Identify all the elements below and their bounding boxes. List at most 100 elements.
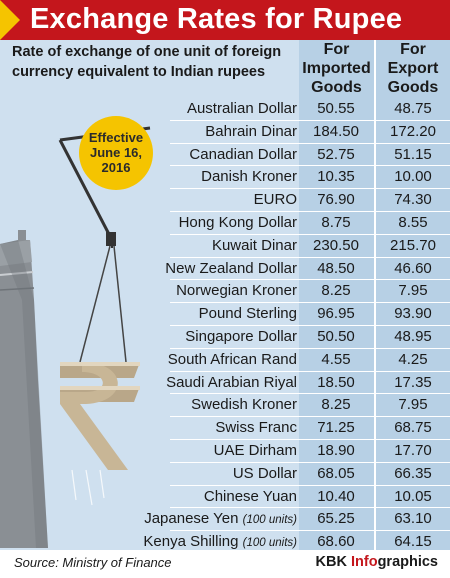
currency-label: Bahrain Dinar: [205, 122, 297, 140]
export-goods-header: For Export Goods: [376, 40, 450, 97]
imported-rate: 230.50: [313, 236, 359, 254]
imported-rate: 10.40: [317, 487, 355, 505]
imported-rate: 18.90: [317, 442, 355, 459]
export-rate: 63.10: [394, 510, 432, 528]
badge-line2: June 16,: [89, 145, 143, 160]
source-note: Source: Ministry of Finance: [14, 555, 172, 570]
imported-rate: 71.25: [317, 419, 355, 437]
row-divider: [170, 302, 450, 304]
currency-unit-note: (100 units): [242, 514, 297, 527]
currency-name: Hong Kong Dollar: [179, 214, 297, 231]
row-divider: [170, 370, 450, 372]
row-divider: [170, 530, 450, 532]
currency-name: EURO: [254, 191, 297, 208]
currency-label: Kenya Shilling: [143, 533, 239, 551]
imported-rate: 50.50: [317, 328, 355, 345]
imported-header-line2: Imported: [302, 60, 371, 77]
row-divider: [170, 461, 450, 463]
effective-date-badge: Effective June 16, 2016: [79, 116, 153, 190]
row-divider: [170, 119, 450, 121]
export-rate: 8.55: [398, 214, 428, 231]
currency-name: New Zealand Dollar: [165, 260, 297, 277]
currency-name: Swedish Kroner: [191, 396, 297, 413]
currency-label: Canadian Dollar: [189, 145, 297, 163]
currency-label: Pound Sterling: [198, 305, 297, 323]
imported-column-bg: [299, 40, 374, 550]
row-divider: [170, 484, 450, 486]
imported-rate: 18.50: [317, 373, 355, 391]
currency-unit-note: (100 units): [242, 537, 297, 550]
currency-label: US Dollar: [232, 464, 297, 482]
row-divider: [170, 233, 450, 235]
export-header-line2: Export: [387, 60, 439, 77]
currency-name: Swiss Franc: [215, 419, 297, 436]
imported-rate: 65.25: [317, 510, 355, 528]
export-rate: 215.70: [390, 236, 436, 254]
currency-name: Japanese Yen (100 units): [144, 510, 297, 527]
currency-label: UAE Dirham: [213, 442, 297, 459]
currency-label: EURO: [253, 191, 297, 209]
currency-name: Bahrain Dinar: [205, 123, 297, 140]
footer: [0, 550, 450, 578]
export-rate: 64.15: [394, 533, 432, 551]
currency-label: Kuwait Dinar: [211, 236, 297, 254]
imported-rate: 50.55: [317, 100, 355, 117]
badge-line1: Effective: [88, 130, 144, 145]
currency-label: Chinese Yuan: [203, 487, 297, 505]
title-bar: Exchange Rates for Rupee: [0, 0, 450, 40]
export-rate: 7.95: [398, 282, 428, 300]
row-divider: [170, 211, 450, 212]
ship-icon: [0, 230, 48, 548]
export-rate: 4.25: [398, 350, 428, 368]
imported-goods-header: For Imported Goods: [299, 40, 374, 97]
currency-name: Danish Kroner: [201, 168, 297, 185]
currency-name: Norwegian Kroner: [176, 282, 297, 299]
credit-line: KBK Infographics: [316, 554, 438, 570]
currency-label: Hong Kong Dollar: [178, 214, 297, 231]
currency-label: South African Rand: [167, 350, 297, 368]
credit-prefix: KBK: [315, 554, 351, 570]
export-rate: 66.35: [394, 464, 432, 482]
export-rate: 172.20: [390, 122, 436, 140]
export-rate: 74.30: [394, 191, 432, 209]
currency-name: Canadian Dollar: [189, 146, 297, 163]
currency-label: Swiss Franc: [215, 419, 297, 437]
imported-rate: 68.05: [317, 464, 355, 482]
imported-rate: 76.90: [317, 191, 355, 209]
export-rate: 10.05: [394, 487, 432, 505]
currency-name: US Dollar: [233, 465, 297, 482]
currency-name: Saudi Arabian Riyal: [166, 374, 297, 391]
credit-suffix: graphics: [377, 554, 438, 570]
row-divider: [170, 507, 450, 509]
currency-name: South African Rand: [168, 351, 297, 368]
currency-label: Saudi Arabian Riyal: [166, 373, 297, 391]
table-subtitle: Rate of exchange of one unit of foreign …: [12, 44, 282, 80]
column-divider: [374, 40, 376, 550]
imported-rate: 48.50: [317, 259, 355, 277]
export-rate: 7.95: [398, 396, 428, 414]
row-divider: [170, 325, 450, 326]
imported-header-line3: Goods: [311, 79, 362, 96]
imported-rate: 4.55: [321, 350, 351, 368]
export-column-bg: [376, 40, 450, 550]
currency-label: Norwegian Kroner: [176, 282, 297, 300]
export-rate: 17.35: [394, 373, 432, 391]
currency-label: Swedish Kroner: [191, 396, 297, 414]
currency-name: Pound Sterling: [199, 305, 297, 322]
export-rate: 48.75: [394, 100, 432, 117]
currency-name: Australian Dollar: [187, 100, 297, 117]
currency-name: Chinese Yuan: [204, 488, 297, 505]
title-accent-triangle: [0, 0, 20, 40]
export-rate: 46.60: [394, 259, 432, 277]
export-header-line3: Goods: [387, 79, 439, 96]
currency-label: New Zealand Dollar: [165, 259, 297, 277]
currency-name: Kuwait Dinar: [212, 237, 297, 254]
export-rate: 68.75: [394, 419, 432, 437]
imported-rate: 10.35: [317, 168, 355, 186]
currency-label: Danish Kroner: [201, 168, 297, 186]
export-rate: 17.70: [394, 442, 432, 459]
row-divider: [170, 188, 450, 190]
imported-rate: 68.60: [317, 533, 355, 551]
imported-header-line1: For: [323, 41, 350, 58]
